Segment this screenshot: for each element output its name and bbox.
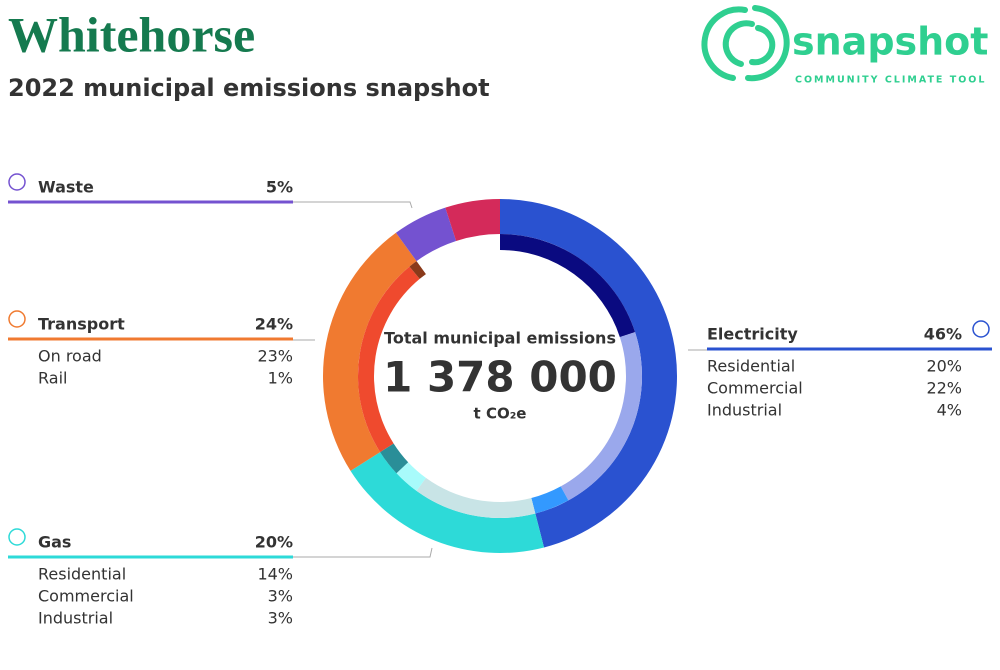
- donut-segment: [322, 232, 417, 471]
- sub-value: 4%: [937, 401, 962, 420]
- logo-tagline: COMMUNITY CLIMATE TOOL: [795, 75, 986, 86]
- legend-value: 24%: [255, 315, 293, 334]
- legend-icon: [8, 173, 26, 191]
- subtitle: 2022 municipal emissions snapshot: [8, 74, 490, 102]
- sub-label: Residential: [38, 565, 126, 584]
- leader-line: [293, 547, 433, 558]
- legend-label: Waste: [38, 178, 94, 197]
- sub-value: 22%: [926, 379, 962, 398]
- sub-segment: [357, 266, 420, 453]
- legend-label: Electricity: [707, 325, 798, 344]
- leader-line: [293, 201, 413, 209]
- legend-value: 5%: [266, 178, 293, 197]
- title: Whitehorse: [8, 6, 255, 62]
- sub-segment: [380, 443, 409, 474]
- donut-segment: [350, 452, 545, 553]
- sub-label: Rail: [38, 369, 67, 388]
- sub-value: 14%: [257, 565, 293, 584]
- legend-icon: [8, 310, 26, 328]
- sub-value: 20%: [926, 357, 962, 376]
- donut-segment: [395, 207, 457, 262]
- legend-value: 46%: [924, 325, 962, 344]
- sub-value: 23%: [257, 347, 293, 366]
- sub-label: Industrial: [38, 609, 113, 628]
- center-unit: t CO₂e: [474, 405, 527, 423]
- sub-value: 3%: [268, 609, 293, 628]
- sub-label: Industrial: [707, 401, 782, 420]
- sub-segment: [396, 462, 426, 491]
- legend-icon: [8, 528, 26, 546]
- sub-label: Residential: [707, 357, 795, 376]
- legend-value: 20%: [255, 533, 293, 552]
- donut-hole: [358, 234, 642, 518]
- donut-segment: [445, 199, 500, 241]
- sub-segment: [560, 332, 642, 501]
- center-total: 1 378 000: [383, 353, 617, 402]
- legend-label: Gas: [38, 533, 71, 552]
- sub-label: On road: [38, 347, 102, 366]
- sub-label: Commercial: [707, 379, 803, 398]
- center-label: Total municipal emissions: [384, 329, 616, 348]
- logo-name: snapshot: [792, 20, 988, 64]
- sub-segment: [531, 486, 569, 514]
- sub-value: 3%: [268, 587, 293, 606]
- sub-segment: [416, 477, 536, 518]
- legend-icon: [972, 320, 990, 338]
- sub-value: 1%: [268, 369, 293, 388]
- sub-segment: [409, 261, 426, 279]
- sub-segment: [500, 234, 636, 338]
- sub-label: Commercial: [38, 587, 134, 606]
- legend-label: Transport: [38, 315, 125, 334]
- logo-icon: [701, 5, 790, 82]
- donut-segment: [500, 199, 677, 548]
